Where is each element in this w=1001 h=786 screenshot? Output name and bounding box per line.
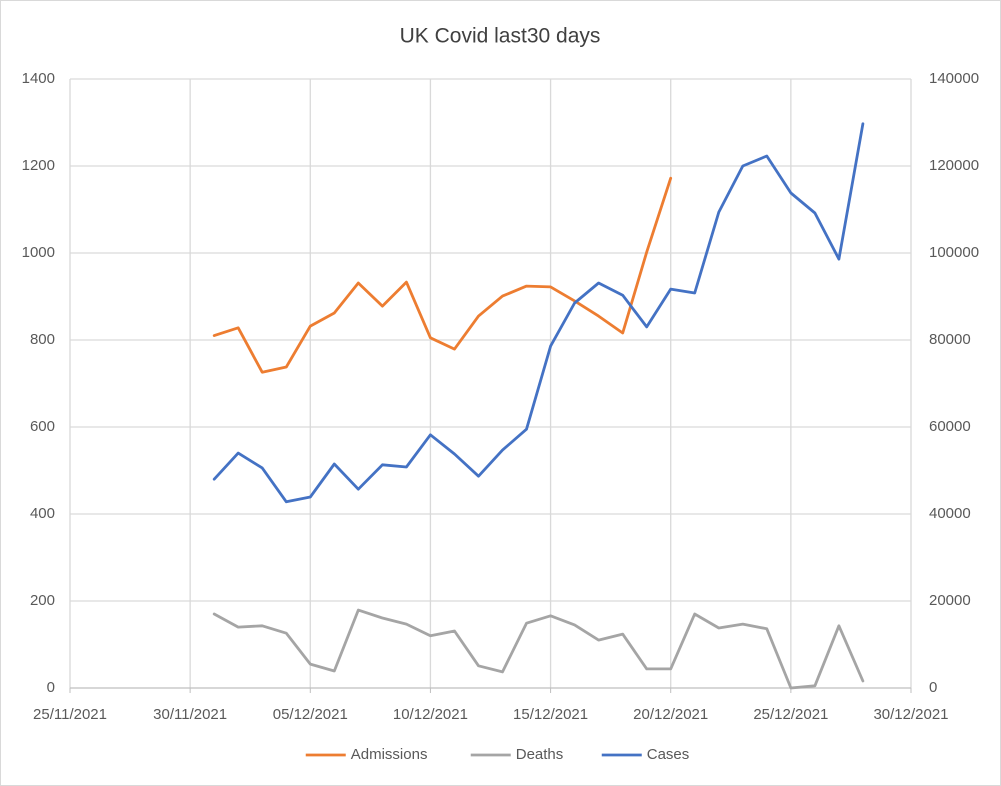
legend-label: Admissions — [351, 746, 428, 763]
y2-tick-label: 0 — [929, 679, 937, 696]
y2-tick-label: 120000 — [929, 157, 979, 174]
x-tick-label: 05/12/2021 — [273, 706, 348, 723]
y-tick-label: 1000 — [22, 244, 55, 261]
y-tick-label: 400 — [30, 505, 55, 522]
y2-tick-label: 40000 — [929, 505, 971, 522]
y-tick-label: 1400 — [22, 70, 55, 87]
x-tick-label: 25/12/2021 — [753, 706, 828, 723]
y-tick-label: 1200 — [22, 157, 55, 174]
chart-title: UK Covid last30 days — [400, 25, 601, 48]
x-tick-label: 15/12/2021 — [513, 706, 588, 723]
series-line — [212, 608, 865, 690]
y2-tick-label: 20000 — [929, 592, 971, 609]
y2-tick-label: 80000 — [929, 331, 971, 348]
y-tick-label: 600 — [30, 418, 55, 435]
x-tick-label: 10/12/2021 — [393, 706, 468, 723]
y2-tick-label: 100000 — [929, 244, 979, 261]
y-tick-label: 200 — [30, 592, 55, 609]
series-line — [212, 176, 673, 374]
x-tick-label: 30/12/2021 — [873, 706, 948, 723]
legend-label: Cases — [647, 746, 690, 763]
x-tick-label: 30/11/2021 — [153, 706, 227, 723]
x-tick-label: 20/12/2021 — [633, 706, 708, 723]
legend-label: Deaths — [516, 746, 564, 763]
y-tick-label: 800 — [30, 331, 55, 348]
series-line — [212, 122, 865, 504]
x-tick-label: 25/11/2021 — [33, 706, 107, 723]
y-tick-label: 0 — [47, 679, 55, 696]
y2-tick-label: 140000 — [929, 70, 979, 87]
y2-tick-label: 60000 — [929, 418, 971, 435]
